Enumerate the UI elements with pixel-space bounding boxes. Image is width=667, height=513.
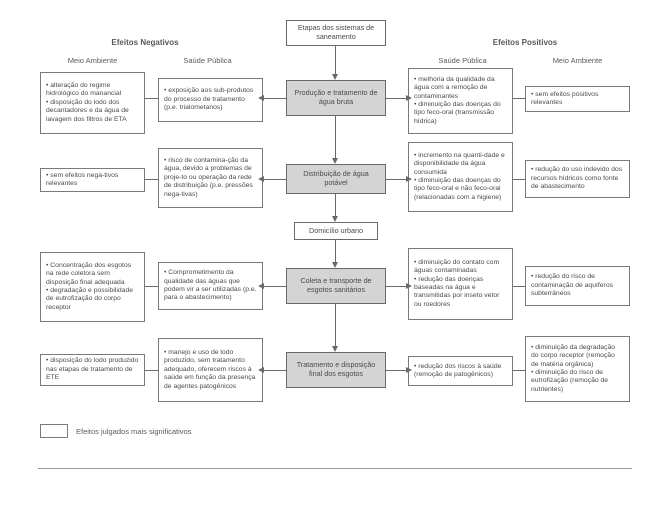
conn-r3-l bbox=[263, 286, 286, 287]
r3-pos-env: • redução do risco de contaminação de aq… bbox=[525, 266, 630, 306]
conn-r1-ll bbox=[145, 98, 158, 99]
stage-1: Produção e tratamento de água bruta bbox=[286, 80, 386, 116]
bullet: • Comprometimento da qualidade das águas… bbox=[164, 269, 257, 303]
r4-pos-health: • redução dos riscos à saúde (remoção de… bbox=[408, 356, 513, 386]
subheader-neg-health: Saúde Pública bbox=[160, 56, 255, 65]
r3-neg-health: • Comprometimento da qualidade das águas… bbox=[158, 262, 263, 310]
bullet: • redução das doenças baseadas na água e… bbox=[414, 276, 507, 310]
bullet: • melhoria da qualidade da água com a re… bbox=[414, 76, 507, 101]
arrow-v-3 bbox=[335, 240, 336, 264]
arrow-v-2 bbox=[335, 194, 336, 218]
bullet: • incremento na quanti-dade e disponibil… bbox=[414, 152, 507, 177]
r2-neg-env: • sem efeitos nega-tivos relevantes bbox=[40, 168, 145, 192]
bullet: • alteração do regime hidrológico do man… bbox=[46, 82, 139, 99]
r4-neg-env: • disposição do lodo produzido nas etapa… bbox=[40, 354, 145, 386]
r1-neg-env: • alteração do regime hidrológico do man… bbox=[40, 72, 145, 134]
conn-r1-r bbox=[386, 98, 408, 99]
bullet: • exposição aos sub-produtos do processo… bbox=[164, 87, 257, 112]
header-pos: Efeitos Positivos bbox=[470, 38, 580, 47]
r4-pos-env: • diminuição da degradação do corpo rece… bbox=[525, 336, 630, 402]
arrow-v-1 bbox=[335, 116, 336, 160]
stage-3: Coleta e transporte de esgotos sanitário… bbox=[286, 268, 386, 304]
conn-r2-l bbox=[263, 179, 286, 180]
legend-label: Efeitos julgados mais significativos bbox=[76, 427, 191, 436]
r2-pos-health: • incremento na quanti-dade e disponibil… bbox=[408, 142, 513, 212]
bullet: • diminuição do contato com águas contam… bbox=[414, 259, 507, 276]
ah-r3-r bbox=[406, 283, 412, 289]
bullet: • diminuição da degradação do corpo rece… bbox=[531, 344, 624, 369]
arrow-v-4 bbox=[335, 304, 336, 348]
r3-pos-health: • diminuição do contato com águas contam… bbox=[408, 248, 513, 320]
conn-r2-rr bbox=[513, 179, 525, 180]
stage-top-header: Etapas dos sistemas de saneamento bbox=[286, 20, 386, 46]
bullet: • manejo e uso de lodo produzido, sem tr… bbox=[164, 349, 257, 391]
ah-r2-r bbox=[406, 176, 412, 182]
bullet: • Concentração dos esgotos na rede colet… bbox=[46, 262, 139, 287]
ah-r4-l bbox=[258, 367, 264, 373]
conn-r1-l bbox=[263, 98, 286, 99]
bullet: • sem efeitos positivos relevantes bbox=[531, 91, 624, 108]
arrow-v-0 bbox=[335, 46, 336, 76]
conn-r3-rr bbox=[513, 286, 525, 287]
legend-swatch bbox=[40, 424, 68, 438]
bullet: • diminuição das doenças do tipo feco-or… bbox=[414, 101, 507, 126]
ah-r3-l bbox=[258, 283, 264, 289]
footer-rule bbox=[38, 468, 632, 469]
conn-r2-ll bbox=[145, 179, 158, 180]
flowchart-root: Etapas dos sistemas de saneamento Efeito… bbox=[30, 20, 640, 495]
stage-4: Tratamento e disposição final dos esgoto… bbox=[286, 352, 386, 388]
r1-neg-health: • exposição aos sub-produtos do processo… bbox=[158, 78, 263, 122]
stage-mid: Domicílio urbano bbox=[294, 222, 378, 240]
r1-pos-env: • sem efeitos positivos relevantes bbox=[525, 86, 630, 112]
ah-r4-r bbox=[406, 367, 412, 373]
subheader-pos-env: Meio Ambiente bbox=[530, 56, 625, 65]
bullet: • redução do risco de contaminação de aq… bbox=[531, 273, 624, 298]
bullet: • disposição do lodo dos decantadores e … bbox=[46, 99, 139, 124]
bullet: • sem efeitos nega-tivos relevantes bbox=[46, 172, 139, 189]
bullet: • redução do uso indevido dos recursos h… bbox=[531, 166, 624, 191]
subheader-pos-health: Saúde Pública bbox=[415, 56, 510, 65]
ah-r1-l bbox=[258, 95, 264, 101]
ah-r1-r bbox=[406, 95, 412, 101]
bullet: • diminuição das doenças do tipo feco-or… bbox=[414, 177, 507, 202]
bullet: • risco de contamina-ção da água, devido… bbox=[164, 157, 257, 199]
conn-r4-ll bbox=[145, 370, 158, 371]
bullet: • degradação e possibilidade de eutrofiz… bbox=[46, 287, 139, 312]
ah-r2-l bbox=[258, 176, 264, 182]
header-neg: Efeitos Negativos bbox=[90, 38, 200, 47]
conn-r2-r bbox=[386, 179, 408, 180]
r2-neg-health: • risco de contamina-ção da água, devido… bbox=[158, 148, 263, 208]
r3-neg-env: • Concentração dos esgotos na rede colet… bbox=[40, 252, 145, 322]
conn-r4-rr bbox=[513, 370, 525, 371]
conn-r4-r bbox=[386, 370, 408, 371]
bullet: • diminuição do risco de eutrofização (r… bbox=[531, 369, 624, 394]
r2-pos-env: • redução do uso indevido dos recursos h… bbox=[525, 160, 630, 198]
conn-r4-l bbox=[263, 370, 286, 371]
stage-2: Distribuição de água potável bbox=[286, 164, 386, 194]
bullet: • redução dos riscos à saúde (remoção de… bbox=[414, 363, 507, 380]
conn-r3-ll bbox=[145, 286, 158, 287]
bullet: • disposição do lodo produzido nas etapa… bbox=[46, 357, 139, 382]
subheader-neg-env: Meio Ambiente bbox=[45, 56, 140, 65]
conn-r3-r bbox=[386, 286, 408, 287]
conn-r1-rr bbox=[513, 98, 525, 99]
r1-pos-health: • melhoria da qualidade da água com a re… bbox=[408, 68, 513, 134]
r4-neg-health: • manejo e uso de lodo produzido, sem tr… bbox=[158, 338, 263, 402]
